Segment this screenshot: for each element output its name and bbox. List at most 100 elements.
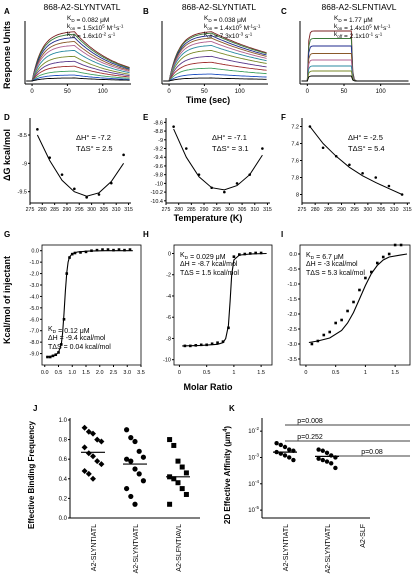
data-point (320, 457, 325, 463)
fit-curve (309, 126, 403, 195)
annotation: KD = 0.082 μM (67, 15, 109, 24)
annotation: kon = 1.5x105 M-1s-1 (67, 23, 124, 32)
series-line (26, 70, 130, 82)
y-tick-label: 0.4 (59, 477, 68, 483)
y-tick-label: -9.2 (154, 147, 163, 153)
data-point (374, 176, 378, 179)
data-point (352, 300, 355, 304)
x-tick-label: 285 (324, 207, 333, 213)
y-tick-label: -9.6 (154, 164, 163, 170)
data-point (101, 248, 104, 251)
data-point (199, 343, 203, 347)
data-point (54, 353, 58, 357)
xlabel-time: Time (sec) (186, 95, 230, 105)
data-point (140, 478, 146, 484)
y-tick-label: 0.8 (59, 438, 68, 444)
data-point (364, 276, 367, 280)
series-line (26, 33, 130, 82)
panel-letter-f: F (281, 113, 286, 122)
data-point (112, 248, 115, 252)
annotation: ΔH° = -7.2 (76, 133, 111, 142)
data-point (227, 326, 230, 330)
x-tick-label: 280 (38, 207, 47, 213)
y-tick-label: -10.4 (150, 199, 163, 205)
x-tick-label: 310 (112, 207, 121, 213)
data-point (316, 339, 320, 343)
annotation: TΔS° = 5.4 (348, 144, 385, 153)
x-tick-label: 0.0 (41, 370, 49, 376)
ylabel-kcal-injectant: Kcal/mol of injectant (2, 256, 12, 344)
data-point (334, 321, 337, 325)
fit-curve (182, 252, 267, 347)
data-point (68, 256, 71, 259)
y-tick-label: -8.0 (30, 340, 39, 346)
series-line (26, 55, 130, 82)
y-tick-label: -9.5 (18, 190, 27, 196)
data-point (97, 193, 101, 196)
annotation: KD = 6.7 μM (306, 252, 344, 261)
data-point (81, 424, 88, 431)
data-point (90, 453, 96, 460)
y-tick-label: -3.0 (30, 283, 39, 289)
panel-letter-i: I (281, 230, 283, 239)
x-tick-label: 0 (306, 89, 310, 95)
data-point (287, 447, 292, 452)
data-point (179, 486, 185, 492)
annotation: ΔH° = -7.1 (212, 133, 247, 142)
data-point (48, 355, 52, 359)
data-point (73, 251, 77, 255)
data-point (79, 251, 82, 254)
data-point (109, 181, 113, 185)
y-tick-label: 7.8 (291, 176, 299, 182)
x-tick-label: 1 (364, 370, 367, 376)
y-tick-label: -7.0 (30, 329, 39, 335)
data-point (310, 342, 314, 346)
data-point (62, 317, 66, 321)
panel-letter-g: G (4, 230, 10, 239)
y-tick-label: -3.5 (288, 357, 297, 363)
annotation: koff = 2.1x10-1 s-1 (334, 31, 383, 40)
series-line (26, 65, 130, 82)
x-tick-label: 290 (63, 207, 72, 213)
panel-f: 275 280 285 290 295 300 305 310 315 7.2 7.4 7.6 7.8 8… (291, 118, 412, 213)
y-tick-label: -4 (166, 294, 171, 300)
plot-frame (41, 244, 142, 366)
series-line (163, 49, 267, 82)
data-point (90, 430, 96, 437)
data-point (194, 344, 198, 347)
x-tick-label: 300 (364, 207, 373, 213)
data-point (124, 456, 130, 462)
annotation: TΔS = 0.04 kcal/mol (48, 344, 111, 351)
x-tick-label: 1.0 (68, 370, 76, 376)
series-line (26, 49, 130, 82)
y-tick-label: -4.0 (30, 294, 39, 300)
panel-letter-k: K (229, 404, 235, 413)
data-point (98, 438, 105, 445)
data-point (84, 250, 88, 254)
data-point (132, 501, 138, 507)
data-point (59, 343, 63, 346)
x-tick-label: 275 (26, 207, 35, 213)
category-label: A2-SLF (360, 524, 367, 548)
series-line (26, 45, 130, 82)
panel-letter-b: B (143, 7, 149, 16)
x-tick-label: 310 (250, 207, 259, 213)
y-tick-label: -6.0 (30, 317, 39, 323)
y-tick-label: 10-3 (248, 452, 259, 461)
plot-frame (299, 244, 411, 366)
y-tick-label: -9 (158, 138, 163, 144)
annotation: KD = 0.038 μM (204, 15, 246, 24)
panel-letter-j: J (33, 404, 37, 413)
panel-letter-e: E (143, 113, 149, 122)
data-point (167, 501, 173, 507)
data-point (259, 251, 263, 255)
data-point (261, 147, 264, 150)
y-tick-label: -1.0 (30, 260, 39, 266)
data-point (340, 318, 343, 322)
data-point (132, 438, 138, 445)
x-tick-label: 0 (30, 89, 34, 95)
data-point (183, 470, 189, 476)
data-point (243, 252, 247, 256)
